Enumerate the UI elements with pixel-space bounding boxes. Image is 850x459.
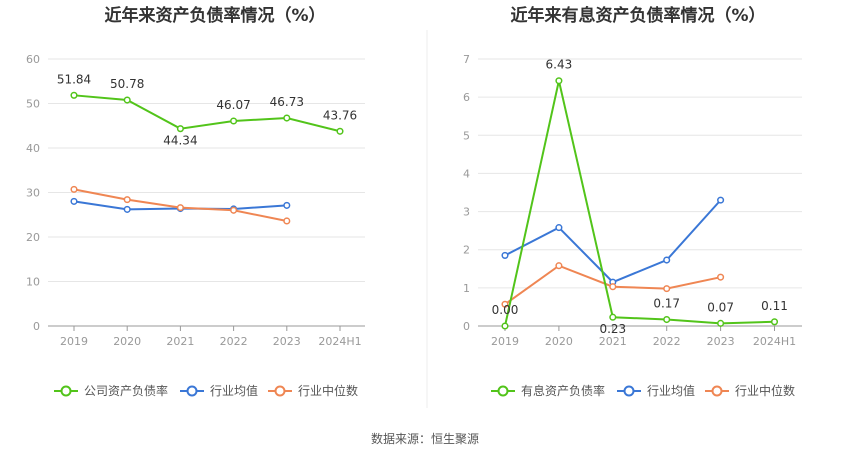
legend-label: 行业均值 (210, 383, 258, 398)
data-label: 51.84 (57, 72, 91, 86)
data-point (123, 96, 131, 104)
data-point (609, 313, 617, 321)
y-tick-label: 20 (26, 231, 40, 244)
data-point (717, 319, 725, 327)
x-tick-label: 2021 (599, 335, 627, 348)
x-tick-label: 2022 (653, 335, 681, 348)
legend-marker (60, 385, 72, 397)
x-tick-label: 2022 (220, 335, 248, 348)
chart-title: 近年来资产负债率情况（%） (104, 5, 325, 26)
data-point (555, 224, 563, 232)
x-tick-label: 2020 (545, 335, 573, 348)
data-label: 44.34 (163, 134, 197, 148)
data-point (717, 196, 725, 204)
data-point (555, 262, 563, 270)
data-point (501, 322, 509, 330)
y-tick-label: 10 (26, 276, 40, 289)
legend-label: 公司资产负债率 (84, 383, 168, 398)
y-tick-label: 0 (463, 320, 470, 333)
x-tick-label: 2019 (60, 335, 88, 348)
data-point (176, 125, 184, 133)
data-point (283, 201, 291, 209)
data-point (230, 206, 238, 214)
data-source: 数据来源：恒生聚源 (371, 431, 479, 446)
data-point (70, 185, 78, 193)
legend-marker (186, 385, 198, 397)
data-point (717, 273, 725, 281)
legend-marker (623, 385, 635, 397)
data-point (230, 117, 238, 125)
data-point (501, 251, 509, 259)
y-tick-label: 5 (463, 129, 470, 142)
data-point (70, 91, 78, 99)
data-point (123, 196, 131, 204)
data-point (555, 77, 563, 85)
data-point (283, 114, 291, 122)
x-tick-label: 2023 (273, 335, 301, 348)
legend-label: 行业中位数 (298, 383, 358, 398)
series-line (504, 80, 775, 327)
legend-marker (274, 385, 286, 397)
data-point (663, 285, 671, 293)
y-tick-label: 60 (26, 53, 40, 66)
data-label: 0.17 (653, 297, 680, 311)
legend-label: 行业均值 (647, 383, 695, 398)
data-label: 0.00 (492, 303, 519, 317)
data-label: 46.07 (216, 98, 250, 112)
data-point (663, 256, 671, 264)
data-label: 50.78 (110, 77, 144, 91)
data-point (336, 127, 344, 135)
data-label: 6.43 (546, 58, 573, 72)
y-tick-label: 6 (463, 91, 470, 104)
data-point (70, 197, 78, 205)
x-tick-label: 2020 (113, 335, 141, 348)
data-label: 0.23 (599, 322, 626, 336)
data-point (176, 204, 184, 212)
y-tick-label: 2 (463, 244, 470, 257)
x-tick-label: 2023 (707, 335, 735, 348)
data-label: 0.07 (707, 300, 734, 314)
chart-title: 近年来有息资产负债率情况（%） (510, 5, 765, 26)
x-tick-label: 2021 (166, 335, 194, 348)
chart-panel-interest-bearing: 近年来有息资产负债率情况（%） 0 1 2 3 4 5 6 7 2019 2020 2021 2022 2… (463, 5, 802, 398)
y-tick-label: 4 (463, 167, 470, 180)
data-point (609, 283, 617, 291)
data-point (123, 205, 131, 213)
chart-panel-asset-liability: 近年来资产负债率情况（%） 0 10 20 30 40 50 60 2019 2020 2021 20… (26, 5, 365, 398)
legend-label: 有息资产负债率 (521, 383, 605, 398)
y-tick-label: 40 (26, 142, 40, 155)
y-tick-label: 1 (463, 282, 470, 295)
series-line (73, 94, 341, 133)
y-tick-label: 3 (463, 206, 470, 219)
legend-marker (497, 385, 509, 397)
data-label: 0.11 (761, 299, 788, 313)
data-point (663, 315, 671, 324)
data-label: 43.76 (323, 108, 357, 122)
y-tick-label: 50 (26, 98, 40, 111)
legend-label: 行业中位数 (735, 383, 795, 398)
x-tick-label: 2024H1 (753, 335, 796, 348)
series-line (504, 199, 722, 284)
y-tick-label: 7 (463, 53, 470, 66)
data-point (770, 318, 779, 326)
legend-marker (711, 385, 723, 397)
data-label: 46.73 (270, 95, 304, 109)
x-tick-label: 2024H1 (318, 335, 361, 348)
data-point (501, 300, 509, 308)
y-tick-label: 30 (26, 187, 40, 200)
data-point (283, 217, 291, 225)
y-tick-label: 0 (33, 320, 40, 333)
x-tick-label: 2019 (491, 335, 519, 348)
